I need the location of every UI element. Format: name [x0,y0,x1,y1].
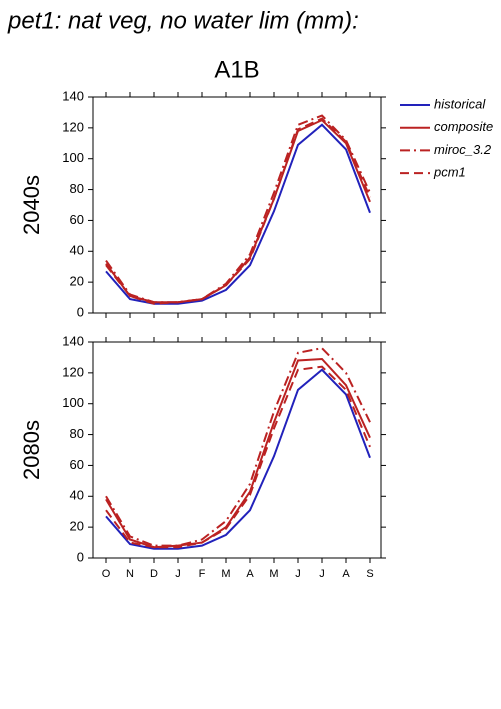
legend-label: composite [434,119,493,134]
series-line [105,347,371,547]
series-line [105,118,371,304]
y-tick-label: 140 [62,88,84,103]
series-line [105,365,371,549]
series-line [105,114,371,304]
y-tick-label: 60 [70,212,84,227]
y-tick-label: 120 [62,364,84,379]
x-tick-label: D [150,568,158,580]
x-tick-label: J [319,568,325,580]
y-tick-label: 80 [70,426,84,441]
x-tick-label: F [199,568,206,580]
x-tick-label: S [366,568,373,580]
y-tick-label: 40 [70,243,84,258]
chart-title: A1B [214,56,259,83]
y-axis-label: 2080s [19,420,44,480]
x-tick-label: M [221,568,230,580]
x-tick-label: O [102,568,111,580]
y-tick-label: 100 [62,150,84,165]
page-title: pet1: nat veg, no water lim (mm): [7,7,359,34]
y-tick-label: 20 [70,274,84,289]
series-line [105,117,371,305]
y-tick-label: 100 [62,395,84,410]
legend-label: pcm1 [433,165,466,180]
y-tick-label: 0 [77,549,84,564]
y-tick-label: 20 [70,519,84,534]
series-line [105,368,371,550]
legend-label: historical [434,96,486,111]
legend-label: miroc_3.2 [434,142,492,157]
x-tick-label: M [269,568,278,580]
x-tick-label: J [175,568,181,580]
x-tick-label: J [295,568,301,580]
y-tick-label: 0 [77,304,84,319]
y-tick-label: 140 [62,333,84,348]
y-tick-label: 120 [62,119,84,134]
y-tick-label: 60 [70,457,84,472]
series-line [105,357,371,549]
x-tick-label: A [246,568,254,580]
y-tick-label: 80 [70,181,84,196]
x-tick-label: A [342,568,350,580]
x-tick-label: N [126,568,134,580]
plot-frame [92,341,382,559]
y-tick-label: 40 [70,488,84,503]
series-line [105,123,371,305]
plot-frame [92,96,382,314]
y-axis-label: 2040s [19,175,44,235]
